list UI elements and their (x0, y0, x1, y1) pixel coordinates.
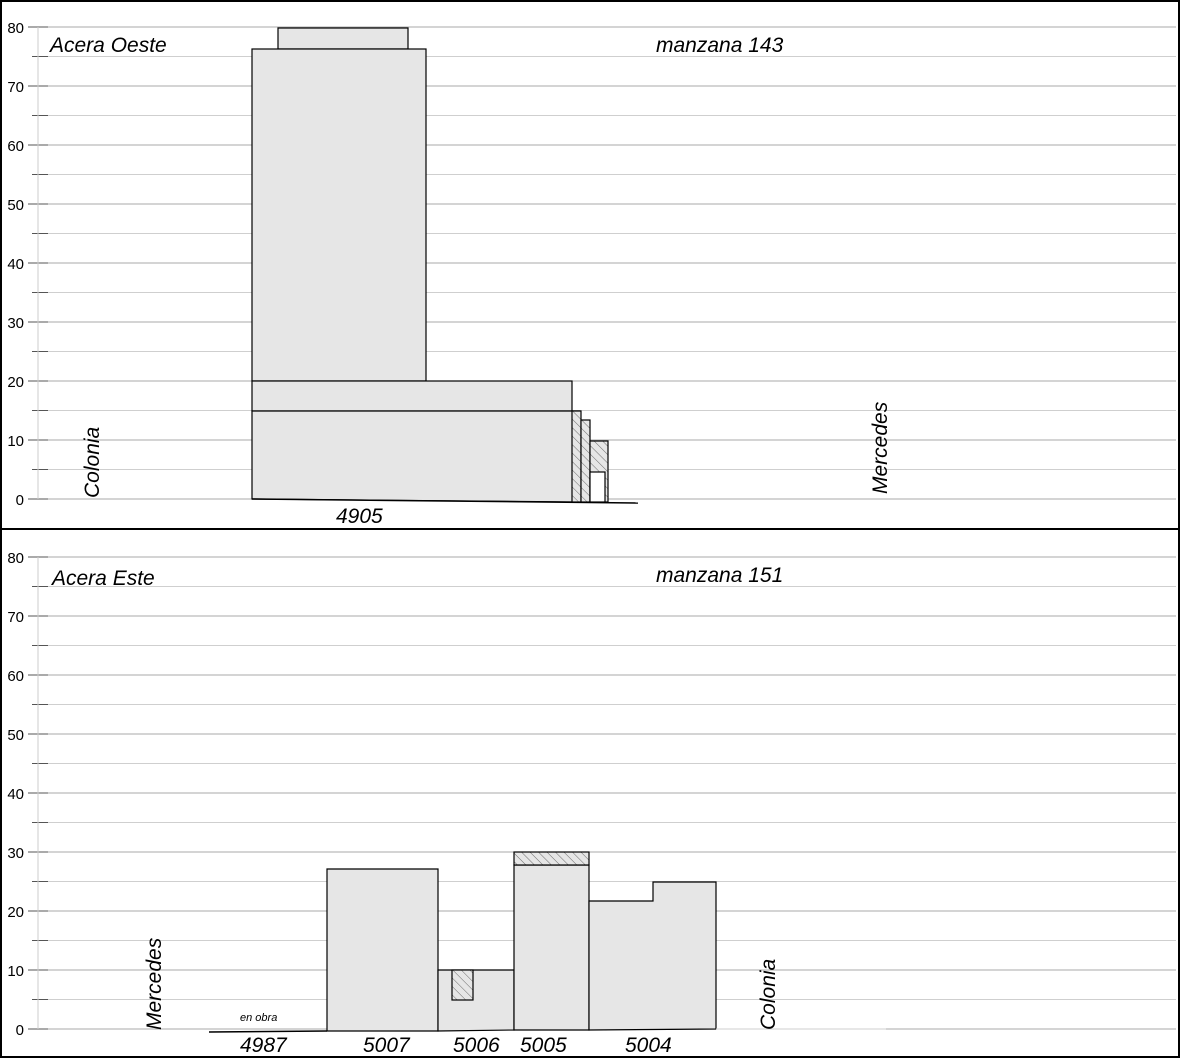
y-tick-label: 10 (7, 433, 24, 450)
y-tick-label: 10 (7, 963, 24, 980)
lot-label-5007: 5007 (363, 1034, 411, 1057)
street-label-right: Mercedes (869, 401, 892, 494)
note-en-obra: en obra (240, 1012, 277, 1024)
building-4905-top (277, 27, 409, 50)
lot-label-4987: 4987 (240, 1034, 288, 1057)
ground-line-4987 (208, 1030, 328, 1033)
y-tick-label: 60 (7, 138, 24, 155)
y-tick-label: 40 (7, 786, 24, 803)
building-4905-tower (251, 48, 427, 382)
building-4905-base (251, 410, 581, 503)
adjacent-building-1 (571, 410, 582, 503)
ground-line-oeste (251, 498, 639, 504)
block-label: manzana 151 (656, 564, 783, 587)
y-tick-label: 70 (7, 79, 24, 96)
y-tick-label: 20 (7, 904, 24, 921)
lot-label-5006: 5006 (453, 1034, 500, 1057)
y-tick-label: 0 (16, 1022, 24, 1039)
building-5004 (588, 881, 717, 1031)
adjacent-building-2 (580, 419, 591, 503)
buildings-este (326, 851, 717, 1032)
y-axis-oeste: 0 10 20 30 40 50 60 70 80 (7, 20, 48, 509)
building-5005-top-hatched (513, 851, 590, 866)
building-4905-podium (251, 380, 573, 412)
y-tick-label: 40 (7, 256, 24, 273)
building-5007 (326, 868, 439, 1032)
lot-label-5005: 5005 (520, 1034, 567, 1057)
side-label: Acera Oeste (48, 34, 167, 57)
y-tick-label: 0 (16, 492, 24, 509)
y-axis-este: 0 10 20 30 40 50 60 70 80 (7, 550, 48, 1039)
y-tick-label: 20 (7, 374, 24, 391)
side-label: Acera Este (50, 567, 155, 590)
y-tick-label: 50 (7, 197, 24, 214)
building-4905 (251, 27, 581, 503)
street-label-right: Colonia (757, 959, 780, 1030)
y-tick-label: 30 (7, 845, 24, 862)
street-label-left: Colonia (81, 427, 104, 498)
adjacent-building-4 (589, 471, 606, 503)
y-tick-label: 30 (7, 315, 24, 332)
panel-acera-este: 0 10 20 30 40 50 60 70 80 Acera Este manzana 151… (7, 550, 1176, 1057)
y-tick-label: 80 (7, 20, 24, 37)
grid-oeste (48, 26, 1176, 500)
y-tick-label: 50 (7, 727, 24, 744)
y-tick-label: 60 (7, 668, 24, 685)
building-5006 (437, 969, 515, 1032)
building-5005 (513, 864, 590, 1031)
block-label: manzana 143 (656, 34, 784, 57)
y-tick-label: 80 (7, 550, 24, 567)
y-tick-label: 70 (7, 609, 24, 626)
lot-label-5004: 5004 (625, 1034, 672, 1057)
panel-acera-oeste: 0 10 20 30 40 50 60 70 80 Acera Oeste manzana 14… (7, 20, 1176, 528)
building-5006-setback (451, 969, 474, 1001)
lot-label-4905: 4905 (336, 505, 383, 528)
street-label-left: Mercedes (143, 937, 166, 1030)
